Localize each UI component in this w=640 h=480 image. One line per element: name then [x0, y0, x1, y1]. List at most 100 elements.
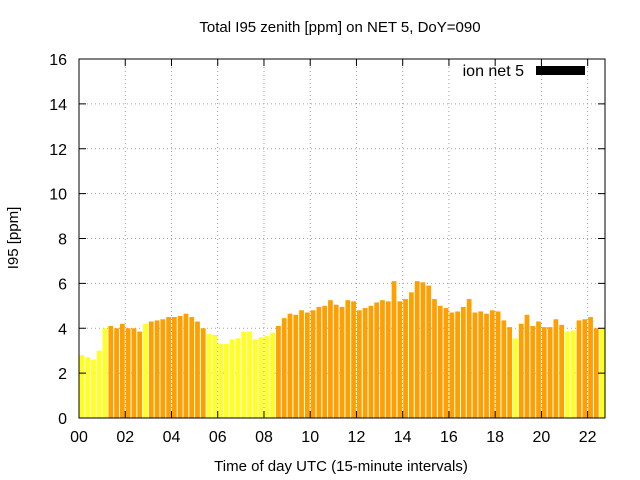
bar	[356, 310, 362, 418]
bar	[472, 312, 478, 418]
bar	[137, 331, 143, 418]
bar	[565, 331, 570, 418]
x-tick-label: 02	[116, 429, 134, 446]
bar	[276, 326, 281, 418]
bar	[478, 311, 484, 418]
bar	[368, 305, 374, 418]
bar	[576, 320, 582, 418]
bar	[108, 326, 114, 418]
bar	[432, 299, 437, 418]
bar	[131, 328, 137, 418]
bar	[247, 331, 252, 418]
bar	[380, 300, 385, 418]
bar	[119, 323, 125, 418]
y-tick-label: 4	[58, 321, 67, 338]
bar	[553, 319, 559, 418]
bar	[588, 317, 593, 418]
x-tick-label: 04	[163, 429, 181, 446]
y-tick-label: 0	[58, 411, 67, 428]
bar	[206, 333, 212, 418]
bar	[114, 328, 119, 418]
bar	[403, 299, 408, 418]
bar	[414, 281, 420, 418]
x-tick-label: 00	[70, 429, 88, 446]
bar	[270, 332, 276, 418]
bar	[489, 310, 495, 418]
bar	[96, 350, 102, 418]
bars	[79, 281, 605, 418]
bar	[501, 320, 507, 418]
bar	[547, 327, 553, 418]
bar	[518, 323, 524, 418]
bar	[166, 317, 171, 418]
x-tick-label: 16	[440, 429, 458, 446]
bar	[582, 319, 588, 418]
bar	[455, 311, 460, 418]
bar	[322, 305, 328, 418]
bar	[328, 300, 333, 418]
bar	[79, 355, 85, 418]
bar	[218, 343, 223, 418]
x-tick-label: 08	[255, 429, 273, 446]
x-tick-label: 20	[533, 429, 551, 446]
bar	[443, 308, 449, 418]
bar	[304, 312, 310, 418]
y-tick-label: 14	[49, 97, 67, 114]
bar	[177, 315, 183, 418]
bar	[541, 327, 547, 418]
bar	[507, 327, 512, 418]
y-tick-label: 10	[49, 187, 67, 204]
bar	[102, 328, 108, 418]
y-tick-label: 2	[58, 366, 67, 383]
chart-title: Total I95 zenith [ppm] on NET 5, DoY=090	[199, 19, 480, 36]
bar	[293, 314, 299, 418]
bar	[461, 306, 466, 418]
bar	[385, 301, 391, 418]
bar	[310, 310, 316, 418]
bar	[189, 317, 195, 418]
bar	[316, 306, 322, 418]
bar	[397, 301, 403, 418]
bar	[333, 304, 339, 418]
legend-label: ion net 5	[463, 63, 524, 80]
y-tick-label: 16	[49, 52, 67, 69]
bar	[524, 314, 530, 418]
bar	[200, 328, 206, 418]
bar	[299, 310, 304, 418]
bar	[530, 326, 536, 418]
bar	[125, 328, 131, 418]
x-tick-label: 12	[348, 429, 366, 446]
bar	[345, 300, 351, 418]
bar	[351, 301, 356, 418]
bar	[154, 320, 160, 418]
bar	[143, 323, 148, 418]
x-tick-label: 14	[394, 429, 412, 446]
bar	[513, 338, 518, 418]
bar	[408, 292, 414, 418]
y-tick-label: 6	[58, 276, 67, 293]
bar	[484, 313, 489, 418]
bar	[281, 318, 287, 418]
legend-swatch	[536, 66, 585, 75]
x-tick-label: 18	[486, 429, 504, 446]
bar	[172, 317, 177, 418]
x-tick-label: 06	[209, 429, 227, 446]
bar	[374, 302, 380, 418]
bar	[264, 336, 270, 418]
bar	[420, 282, 426, 418]
bar	[160, 319, 166, 418]
bar	[339, 306, 345, 418]
x-tick-label: 22	[579, 429, 597, 446]
bar	[85, 357, 91, 418]
bar	[287, 313, 293, 418]
bar	[570, 330, 576, 418]
y-axis-label: I95 [ppm]	[5, 207, 22, 270]
bar	[391, 281, 397, 418]
legend: ion net 5	[463, 63, 585, 80]
bar	[449, 312, 455, 418]
x-axis-label: Time of day UTC (15-minute intervals)	[214, 458, 468, 475]
x-tick-label: 10	[301, 429, 319, 446]
bar	[212, 334, 218, 418]
